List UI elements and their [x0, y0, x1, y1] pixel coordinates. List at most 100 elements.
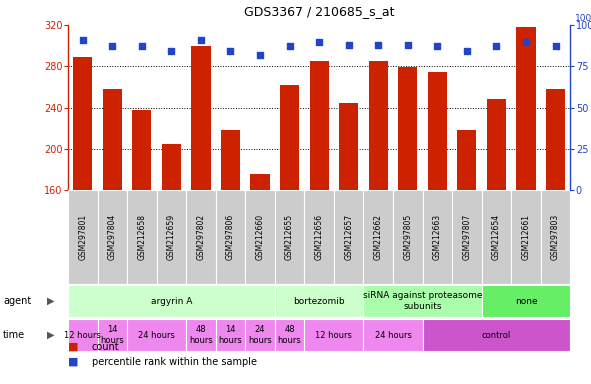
Text: GSM212660: GSM212660	[255, 214, 265, 260]
Bar	[245, 190, 275, 284]
Bar	[186, 319, 216, 351]
Text: GSM297807: GSM297807	[462, 214, 472, 260]
Point	[137, 43, 147, 50]
Point	[521, 38, 531, 45]
Text: 14
hours: 14 hours	[219, 325, 242, 345]
Bar	[98, 319, 127, 351]
Text: 12 hours: 12 hours	[316, 331, 352, 339]
Text: 24
hours: 24 hours	[248, 325, 272, 345]
Bar	[457, 130, 476, 190]
Text: 48
hours: 48 hours	[278, 325, 301, 345]
Text: GSM212656: GSM212656	[314, 214, 324, 260]
Text: 48
hours: 48 hours	[189, 325, 213, 345]
Text: GSM297806: GSM297806	[226, 214, 235, 260]
Text: GSM297802: GSM297802	[196, 214, 206, 260]
Bar	[275, 190, 304, 284]
Bar	[428, 73, 447, 190]
Point	[167, 48, 176, 55]
Point	[226, 48, 235, 55]
Bar	[363, 190, 393, 284]
Bar	[511, 190, 541, 284]
Bar	[482, 285, 570, 317]
Text: GSM212662: GSM212662	[374, 214, 383, 260]
Bar	[68, 190, 98, 284]
Text: GSM212659: GSM212659	[167, 214, 176, 260]
Text: 24 hours: 24 hours	[138, 331, 175, 339]
Bar	[216, 319, 245, 351]
Text: siRNA against proteasome
subunits: siRNA against proteasome subunits	[363, 291, 482, 311]
Bar	[68, 285, 275, 317]
Text: GSM212657: GSM212657	[344, 214, 353, 260]
Bar	[280, 85, 299, 190]
Text: time: time	[3, 330, 25, 340]
Bar	[517, 27, 535, 190]
Point	[78, 37, 87, 43]
Text: 100%: 100%	[575, 14, 591, 23]
Bar	[541, 190, 570, 284]
Point	[462, 48, 472, 55]
Bar	[103, 89, 122, 190]
Text: GSM297803: GSM297803	[551, 214, 560, 260]
Text: control: control	[482, 331, 511, 339]
Bar	[369, 61, 388, 190]
Text: ▶: ▶	[47, 296, 54, 306]
Text: GDS3367 / 210685_s_at: GDS3367 / 210685_s_at	[244, 5, 394, 18]
Text: GSM212663: GSM212663	[433, 214, 442, 260]
Text: 12 hours: 12 hours	[64, 331, 101, 339]
Bar	[363, 285, 482, 317]
Bar	[132, 109, 151, 190]
Point	[374, 42, 383, 48]
Bar	[334, 190, 363, 284]
Bar	[310, 61, 329, 190]
Text: 14
hours: 14 hours	[100, 325, 124, 345]
Bar	[275, 285, 363, 317]
Bar	[423, 319, 570, 351]
Text: bortezomib: bortezomib	[293, 296, 345, 306]
Text: GSM212654: GSM212654	[492, 214, 501, 260]
Bar	[98, 190, 127, 284]
Point	[196, 37, 206, 43]
Text: percentile rank within the sample: percentile rank within the sample	[92, 357, 256, 367]
Point	[285, 43, 294, 50]
Bar	[68, 319, 98, 351]
Bar	[162, 144, 181, 190]
Bar	[398, 67, 417, 190]
Bar	[304, 190, 334, 284]
Text: 24 hours: 24 hours	[375, 331, 411, 339]
Bar	[251, 174, 269, 190]
Bar	[275, 319, 304, 351]
Bar	[546, 89, 565, 190]
Point	[314, 38, 324, 45]
Point	[403, 42, 413, 48]
Bar	[452, 190, 482, 284]
Point	[255, 51, 265, 58]
Text: GSM212655: GSM212655	[285, 214, 294, 260]
Bar	[127, 190, 157, 284]
Bar	[304, 319, 363, 351]
Text: GSM297804: GSM297804	[108, 214, 117, 260]
Point	[344, 42, 353, 48]
Bar	[216, 190, 245, 284]
Text: GSM297805: GSM297805	[403, 214, 413, 260]
Bar	[191, 46, 210, 190]
Text: GSM297801: GSM297801	[78, 214, 87, 260]
Bar	[423, 190, 452, 284]
Bar	[73, 57, 92, 190]
Bar	[363, 319, 423, 351]
Text: GSM212658: GSM212658	[137, 214, 147, 260]
Point	[108, 43, 117, 50]
Text: ■: ■	[68, 357, 79, 367]
Point	[492, 43, 501, 50]
Bar	[157, 190, 186, 284]
Text: GSM212661: GSM212661	[521, 214, 531, 260]
Bar	[186, 190, 216, 284]
Bar	[127, 319, 186, 351]
Bar	[339, 103, 358, 190]
Text: ▶: ▶	[47, 330, 54, 340]
Point	[433, 43, 442, 50]
Bar	[482, 190, 511, 284]
Text: agent: agent	[3, 296, 31, 306]
Text: ■: ■	[68, 342, 79, 352]
Text: argyrin A: argyrin A	[151, 296, 192, 306]
Bar	[221, 130, 240, 190]
